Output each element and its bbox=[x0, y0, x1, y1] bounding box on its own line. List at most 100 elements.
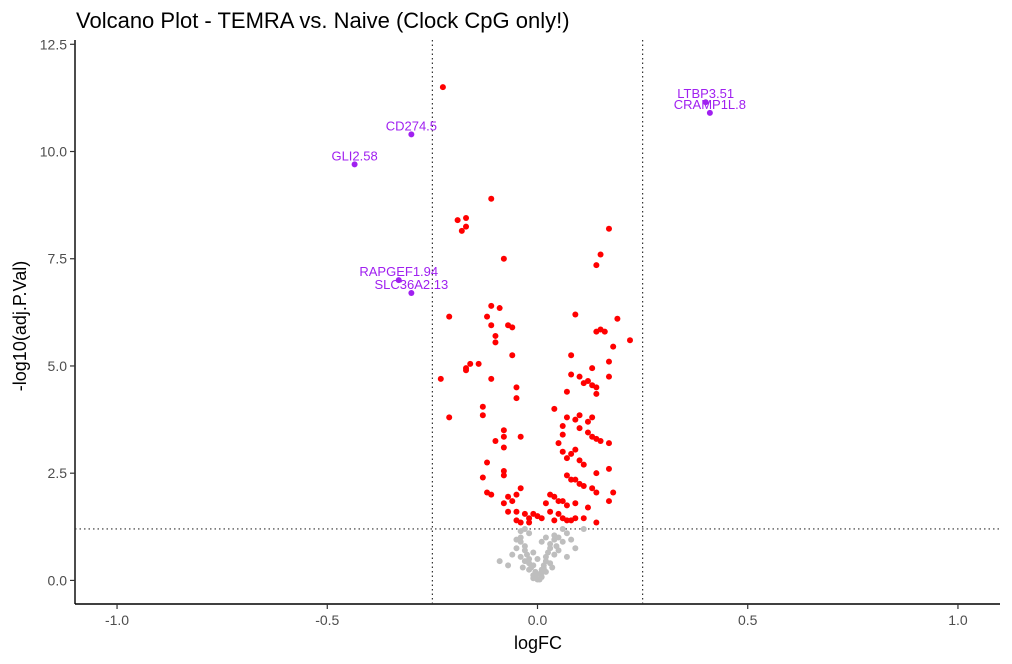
x-tick-label: 1.0 bbox=[948, 612, 968, 628]
significant-point bbox=[509, 324, 516, 331]
significant-point bbox=[610, 343, 617, 350]
significant-point bbox=[614, 315, 621, 322]
significant-point bbox=[593, 519, 600, 526]
nonsignificant-point bbox=[563, 553, 570, 560]
nonsignificant-point bbox=[549, 564, 556, 571]
significant-point bbox=[551, 517, 558, 524]
significant-point bbox=[521, 510, 528, 517]
significant-point bbox=[517, 519, 524, 526]
significant-point bbox=[488, 375, 495, 382]
significant-point bbox=[475, 360, 482, 367]
significant-point bbox=[568, 450, 575, 457]
nonsignificant-point bbox=[553, 543, 560, 550]
significant-point bbox=[559, 431, 566, 438]
nonsignificant-point bbox=[559, 525, 566, 532]
nonsignificant-point bbox=[505, 562, 512, 569]
significant-point bbox=[513, 395, 520, 402]
nonsignificant-point bbox=[572, 545, 579, 552]
nonsignificant-point bbox=[534, 555, 541, 562]
significant-point bbox=[496, 305, 503, 312]
significant-point bbox=[492, 438, 499, 445]
significant-point bbox=[479, 403, 486, 410]
significant-point bbox=[605, 358, 612, 365]
nonsignificant-point bbox=[559, 538, 566, 545]
nonsignificant-point bbox=[538, 538, 545, 545]
significant-point bbox=[526, 515, 533, 522]
point-label: CD274.5 bbox=[386, 118, 437, 133]
nonsignificant-point bbox=[496, 558, 503, 565]
significant-point bbox=[488, 322, 495, 329]
nonsignificant-point bbox=[547, 540, 554, 547]
nonsignificant-point bbox=[513, 536, 520, 543]
data-points-layer bbox=[351, 84, 713, 583]
significant-point bbox=[563, 455, 570, 462]
significant-point bbox=[572, 500, 579, 507]
nonsignificant-point bbox=[580, 525, 587, 532]
x-tick-label: -0.5 bbox=[315, 612, 339, 628]
x-tick-label: 0.5 bbox=[738, 612, 758, 628]
labeled-point bbox=[408, 290, 415, 297]
significant-point bbox=[610, 489, 617, 496]
significant-point bbox=[563, 388, 570, 395]
labeled-point bbox=[395, 277, 402, 284]
significant-point bbox=[597, 438, 604, 445]
significant-point bbox=[597, 251, 604, 258]
y-tick-label: 0.0 bbox=[48, 572, 68, 588]
significant-point bbox=[584, 429, 591, 436]
significant-point bbox=[563, 414, 570, 421]
significant-point bbox=[551, 493, 558, 500]
nonsignificant-point bbox=[555, 534, 562, 541]
significant-point bbox=[463, 223, 470, 230]
significant-point bbox=[505, 508, 512, 515]
significant-point bbox=[513, 384, 520, 391]
significant-point bbox=[458, 227, 465, 234]
significant-point bbox=[484, 313, 491, 320]
nonsignificant-point bbox=[513, 545, 520, 552]
significant-point bbox=[580, 515, 587, 522]
nonsignificant-point bbox=[521, 543, 528, 550]
nonsignificant-point bbox=[521, 525, 528, 532]
nonsignificant-point bbox=[517, 553, 524, 560]
nonsignificant-point bbox=[536, 576, 543, 583]
point-label: SLC36A2.13 bbox=[374, 277, 448, 292]
y-tick-label: 2.5 bbox=[48, 465, 68, 481]
nonsignificant-point bbox=[551, 551, 558, 558]
point-label: GLI2.58 bbox=[331, 148, 377, 163]
significant-point bbox=[492, 332, 499, 339]
significant-point bbox=[584, 377, 591, 384]
significant-point bbox=[509, 352, 516, 359]
nonsignificant-point bbox=[519, 564, 526, 571]
significant-point bbox=[492, 339, 499, 346]
significant-point bbox=[542, 500, 549, 507]
significant-point bbox=[580, 461, 587, 468]
significant-point bbox=[580, 483, 587, 490]
nonsignificant-point bbox=[526, 530, 533, 537]
nonsignificant-point bbox=[532, 568, 539, 575]
significant-point bbox=[484, 459, 491, 466]
significant-point bbox=[500, 472, 507, 479]
x-tick-label: -1.0 bbox=[105, 612, 129, 628]
significant-point bbox=[437, 375, 444, 382]
significant-point bbox=[479, 412, 486, 419]
significant-point bbox=[589, 365, 596, 372]
x-tick-label: 0.0 bbox=[528, 612, 548, 628]
labeled-point bbox=[351, 161, 358, 168]
significant-point bbox=[555, 510, 562, 517]
significant-point bbox=[568, 476, 575, 483]
significant-point bbox=[589, 485, 596, 492]
chart-title: Volcano Plot - TEMRA vs. Naive (Clock Cp… bbox=[76, 8, 570, 33]
significant-point bbox=[467, 360, 474, 367]
nonsignificant-point bbox=[542, 534, 549, 541]
significant-point bbox=[505, 493, 512, 500]
significant-point bbox=[593, 470, 600, 477]
threshold-layer bbox=[75, 40, 1000, 604]
axis-title-layer: logFC -log10(adj.P.Val) bbox=[10, 261, 562, 653]
significant-point bbox=[597, 326, 604, 333]
significant-point bbox=[513, 491, 520, 498]
significant-point bbox=[446, 313, 453, 320]
significant-point bbox=[568, 371, 575, 378]
significant-point bbox=[572, 446, 579, 453]
significant-point bbox=[500, 255, 507, 262]
y-tick-label: 10.0 bbox=[40, 144, 67, 160]
